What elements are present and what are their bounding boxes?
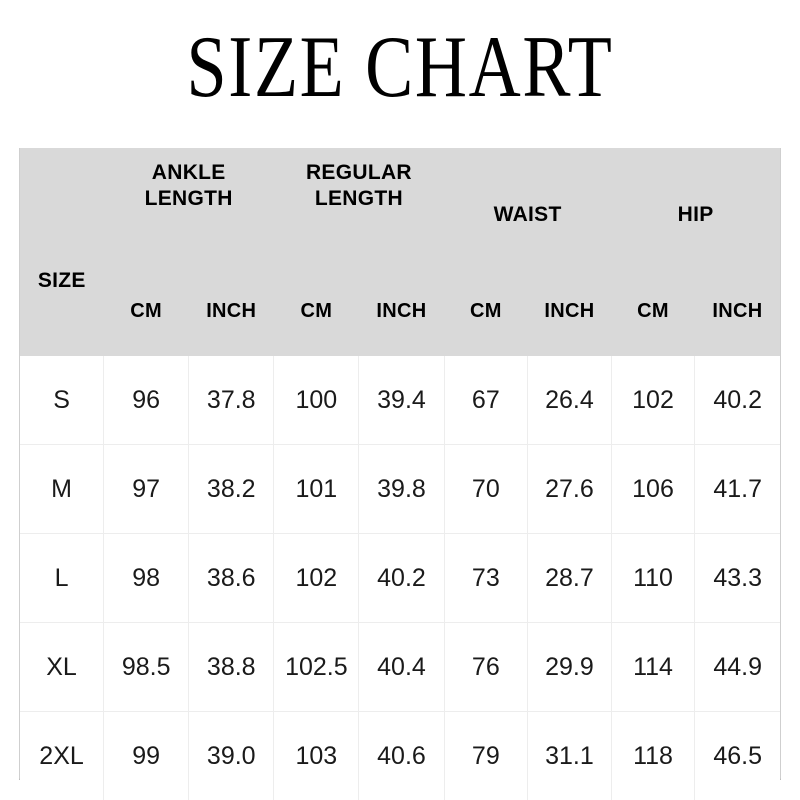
cell-ankle-inch: 38.6 — [188, 533, 275, 623]
cell-waist-inch: 29.9 — [527, 622, 612, 712]
cell-size: XL — [20, 622, 105, 712]
cell-size: L — [20, 533, 105, 623]
cell-ankle-inch: 38.8 — [188, 622, 275, 712]
cell-hip-inch: 43.3 — [694, 533, 780, 623]
cell-waist-inch: 27.6 — [527, 444, 612, 534]
cell-hip-inch: 40.2 — [694, 356, 780, 445]
cell-waist-inch: 31.1 — [527, 711, 612, 800]
cell-ankle-cm: 98.5 — [103, 622, 190, 712]
cell-regular-inch: 39.8 — [358, 444, 445, 534]
cell-hip-inch: 44.9 — [694, 622, 780, 712]
page-title: SIZE CHART — [186, 19, 614, 116]
header-group-ankle-length-line2: LENGTH — [144, 187, 233, 211]
header-unit-waist-cm: CM — [444, 288, 528, 356]
cell-hip-cm: 114 — [611, 622, 696, 712]
header-group-ankle-length: ANKLE LENGTH — [103, 148, 274, 288]
cell-hip-cm: 118 — [611, 711, 696, 800]
cell-waist-cm: 67 — [444, 356, 529, 445]
cell-ankle-cm: 96 — [103, 356, 190, 445]
cell-waist-inch: 28.7 — [527, 533, 612, 623]
cell-waist-cm: 73 — [444, 533, 529, 623]
header-group-row: SIZE ANKLE LENGTH REGULAR LENGTH WAIST H… — [20, 148, 780, 356]
cell-regular-cm: 103 — [273, 711, 360, 800]
cell-size: 2XL — [20, 711, 105, 800]
header-size: SIZE — [20, 148, 104, 356]
header-group-waist: WAIST — [444, 148, 612, 288]
header-unit-row: CM INCH CM INCH CM INCH CM INCH — [20, 288, 780, 356]
header-group-hip-label: HIP — [677, 202, 714, 226]
header-group-regular-length-line1: REGULAR — [305, 161, 412, 184]
table-body: S 96 37.8 100 39.4 67 26.4 102 40.2 M 97… — [20, 356, 780, 800]
header-unit-regular-cm: CM — [273, 288, 359, 356]
cell-hip-cm: 110 — [611, 533, 696, 623]
table-row: M 97 38.2 101 39.8 70 27.6 106 41.7 — [20, 444, 780, 534]
header-group-regular-length-line2: LENGTH — [314, 187, 403, 211]
header-unit-hip-inch: INCH — [694, 288, 780, 356]
table-row: XL 98.5 38.8 102.5 40.4 76 29.9 114 44.9 — [20, 622, 780, 712]
header-unit-hip-cm: CM — [611, 288, 695, 356]
header-unit-ankle-cm: CM — [103, 288, 189, 356]
cell-size: M — [20, 444, 105, 534]
header-group-hip: HIP — [611, 148, 780, 288]
header-group-waist-label: WAIST — [493, 202, 562, 226]
header-unit-regular-inch: INCH — [358, 288, 445, 356]
header-unit-ankle-inch: INCH — [188, 288, 274, 356]
cell-regular-inch: 39.4 — [358, 356, 445, 445]
cell-hip-cm: 102 — [611, 356, 696, 445]
cell-hip-inch: 41.7 — [694, 444, 780, 534]
cell-regular-inch: 40.6 — [358, 711, 445, 800]
cell-ankle-cm: 98 — [103, 533, 190, 623]
cell-waist-inch: 26.4 — [527, 356, 612, 445]
cell-waist-cm: 79 — [444, 711, 529, 800]
cell-hip-cm: 106 — [611, 444, 696, 534]
cell-ankle-cm: 97 — [103, 444, 190, 534]
table-row: S 96 37.8 100 39.4 67 26.4 102 40.2 — [20, 356, 780, 445]
cell-waist-cm: 70 — [444, 444, 529, 534]
table-row: 2XL 99 39.0 103 40.6 79 31.1 118 46.5 — [20, 711, 780, 800]
cell-regular-inch: 40.2 — [358, 533, 445, 623]
cell-regular-cm: 102.5 — [273, 622, 360, 712]
header-group-ankle-length-line1: ANKLE — [151, 161, 226, 184]
cell-regular-cm: 100 — [273, 356, 360, 445]
table-header: SIZE ANKLE LENGTH REGULAR LENGTH WAIST H… — [20, 148, 780, 356]
cell-ankle-cm: 99 — [103, 711, 190, 800]
cell-size: S — [20, 356, 105, 445]
table-row: L 98 38.6 102 40.2 73 28.7 110 43.3 — [20, 533, 780, 623]
header-unit-waist-inch: INCH — [527, 288, 612, 356]
cell-regular-cm: 102 — [273, 533, 360, 623]
cell-waist-cm: 76 — [444, 622, 529, 712]
size-chart-table: SIZE ANKLE LENGTH REGULAR LENGTH WAIST H… — [20, 148, 780, 800]
cell-hip-inch: 46.5 — [694, 711, 780, 800]
cell-regular-cm: 101 — [273, 444, 360, 534]
size-chart-table-container: SIZE ANKLE LENGTH REGULAR LENGTH WAIST H… — [19, 148, 781, 800]
cell-ankle-inch: 39.0 — [188, 711, 275, 800]
cell-regular-inch: 40.4 — [358, 622, 445, 712]
cell-ankle-inch: 38.2 — [188, 444, 275, 534]
header-group-regular-length: REGULAR LENGTH — [273, 148, 445, 288]
cell-ankle-inch: 37.8 — [188, 356, 275, 445]
